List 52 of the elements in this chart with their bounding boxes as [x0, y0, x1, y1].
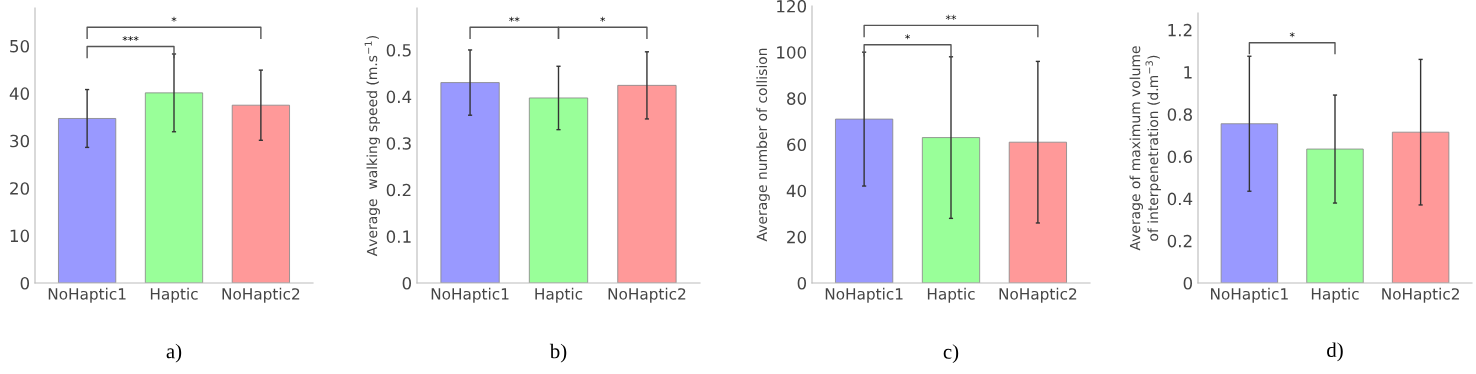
text: b) [549, 343, 567, 363]
y-tick-label: 60 [787, 138, 807, 152]
x-tick-label: Haptic [150, 287, 198, 303]
annotation: * [600, 16, 606, 22]
y-tick-label: 40 [786, 184, 807, 198]
annotation: * [905, 34, 911, 40]
y-tick-label: 80 [787, 92, 807, 105]
y-axis-title: Average walking speed (m.s$^{−1}$) [364, 35, 380, 257]
y-tick-label: 0.1 [386, 230, 411, 243]
y-tick-label: 20 [787, 230, 807, 244]
x-tick-label: Haptic [535, 287, 583, 303]
y-tick-label: 120 [777, 0, 807, 13]
x-tick-label: NoHaptic1 [825, 287, 903, 303]
x-tick-label: NoHaptic2 [999, 287, 1077, 303]
x-tick-label: Haptic [927, 287, 975, 303]
y-tick-label: 0.5 [386, 43, 411, 57]
y-tick-label: 0 [797, 276, 807, 290]
y-tick-label: 0.3 [386, 137, 411, 150]
annotation: ** [945, 14, 957, 20]
y-axis-title: Average of maximum volume of interpenetration (d.m$^{−3}$) [1129, 46, 1161, 251]
y-tick-label: 0.2 [386, 183, 411, 197]
y-tick-label: 0 [402, 276, 412, 290]
y-tick-label: 0.8 [1167, 108, 1192, 121]
y-tick-label: 1.2 [1168, 23, 1192, 37]
text: a) [166, 343, 182, 363]
y-tick-label: 1 [1184, 66, 1192, 79]
y-tick-label: 100 [777, 46, 807, 59]
y-tick-label: 40 [9, 87, 30, 100]
y-tick-label: 0.4 [1167, 192, 1193, 206]
annotation: * [1289, 32, 1295, 38]
y-tick-label: 50 [10, 39, 30, 53]
y-tick-label: 0.2 [1167, 234, 1192, 248]
annotation: ** [509, 16, 520, 22]
annotation: * [171, 16, 177, 22]
x-tick-label: NoHaptic1 [1211, 287, 1288, 303]
y-tick-label: 0 [20, 276, 30, 290]
y-axis-title: Average number of collision [756, 48, 770, 242]
y-tick-label: 10 [10, 229, 30, 243]
y-tick-label: 20 [10, 182, 30, 195]
x-tick-label: NoHaptic1 [48, 287, 126, 303]
x-tick-label: NoHaptic2 [222, 287, 300, 303]
y-tick-label: 0.4 [386, 90, 412, 104]
y-tick-label: 30 [10, 134, 30, 148]
x-tick-label: NoHaptic2 [1382, 287, 1459, 303]
annotation: *** [122, 35, 139, 42]
x-tick-label: NoHaptic1 [431, 287, 509, 303]
x-tick-label: Haptic [1311, 287, 1359, 303]
text: c) [943, 344, 959, 364]
y-tick-label: 0.6 [1167, 150, 1193, 164]
x-tick-label: NoHaptic2 [608, 287, 686, 303]
y-tick-label: 0 [1183, 276, 1193, 290]
text: d) [1327, 342, 1343, 362]
